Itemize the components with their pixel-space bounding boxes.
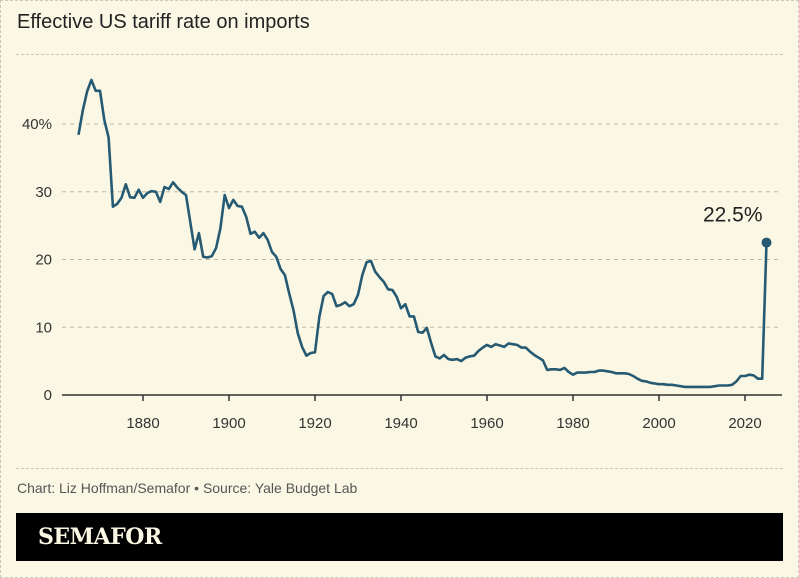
x-tick-label: 2000 (642, 415, 675, 432)
x-tick-label: 1960 (470, 415, 503, 432)
x-tick-label: 1920 (298, 415, 331, 432)
y-axis: 0 10 20 30 40% (22, 116, 52, 404)
gridlines (62, 123, 782, 328)
x-tick-label: 1880 (126, 415, 159, 432)
series (77, 78, 768, 389)
x-tick-label: 2020 (728, 415, 761, 432)
y-tick-label: 30 (35, 184, 52, 201)
source-credit: Chart: Liz Hoffman/Semafor • Source: Yal… (17, 480, 358, 496)
x-tick-label: 1900 (212, 415, 245, 432)
brand-bar: SEMAFOR (16, 513, 783, 561)
y-tick-label: 10 (35, 319, 52, 336)
endpoint-label: 22.5% (703, 204, 763, 227)
x-tick-label: 1980 (556, 415, 589, 432)
semafor-logo: SEMAFOR (38, 524, 162, 550)
title-divider (16, 54, 783, 55)
x-axis: 1880 1900 1920 1940 1960 1980 2000 2020 (62, 394, 782, 432)
y-tick-label: 0 (44, 387, 52, 404)
endpoint-marker (761, 237, 772, 248)
x-tick-label: 1940 (384, 415, 417, 432)
tariff-rate-line (77, 78, 768, 389)
y-tick-label: 20 (35, 252, 52, 269)
annotation: 22.5% (703, 204, 772, 248)
footer-divider (16, 468, 783, 469)
chart-title: Effective US tariff rate on imports (17, 11, 310, 33)
y-tick-label: 40% (22, 116, 52, 133)
